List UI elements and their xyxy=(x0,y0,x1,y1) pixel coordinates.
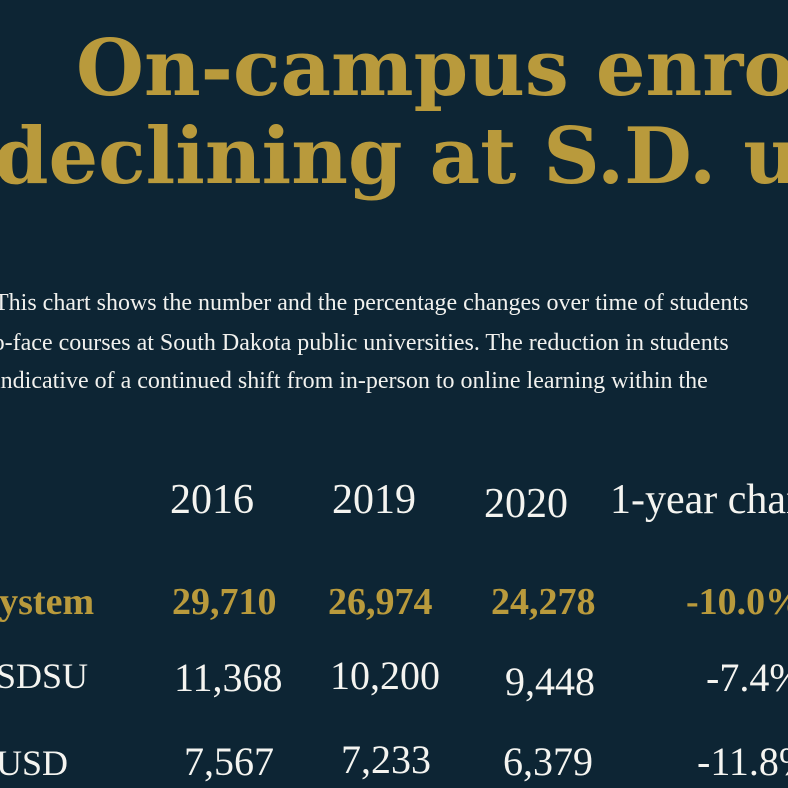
cell-usd-2016: 7,567 xyxy=(184,739,274,784)
row-label-system: System xyxy=(0,581,95,623)
cell-sdsu-2020: 9,448 xyxy=(505,659,595,704)
description-line-1: This chart shows the number and the perc… xyxy=(0,290,749,316)
column-header-2016: 2016 xyxy=(170,477,254,523)
column-header-1-year-change: 1-year change xyxy=(610,477,788,523)
cell-system-change: -10.0% xyxy=(686,581,788,623)
cell-system-2019: 26,974 xyxy=(328,581,433,623)
cell-usd-2020: 6,379 xyxy=(503,739,593,784)
cell-sdsu-2019: 10,200 xyxy=(330,653,440,698)
column-header-2020: 2020 xyxy=(484,481,568,527)
row-label-usd: USD xyxy=(0,743,69,783)
column-header-2019: 2019 xyxy=(332,477,416,523)
description-line-3: indicative of a continued shift from in-… xyxy=(0,368,708,394)
cell-sdsu-2016: 11,368 xyxy=(174,655,283,700)
cell-usd-change: -11.8% xyxy=(697,739,788,784)
cell-system-2020: 24,278 xyxy=(491,581,596,623)
cell-system-2016: 29,710 xyxy=(172,581,277,623)
cell-sdsu-change: -7.4% xyxy=(706,655,788,700)
chart-title-line-2: declining at S.D. universities xyxy=(0,111,788,202)
row-label-sdsu: SDSU xyxy=(0,656,89,696)
description-line-2: to-face courses at South Dakota public u… xyxy=(0,330,729,356)
chart-title-line-1: On-campus enrollment xyxy=(76,23,788,114)
cell-usd-2019: 7,233 xyxy=(341,737,431,782)
